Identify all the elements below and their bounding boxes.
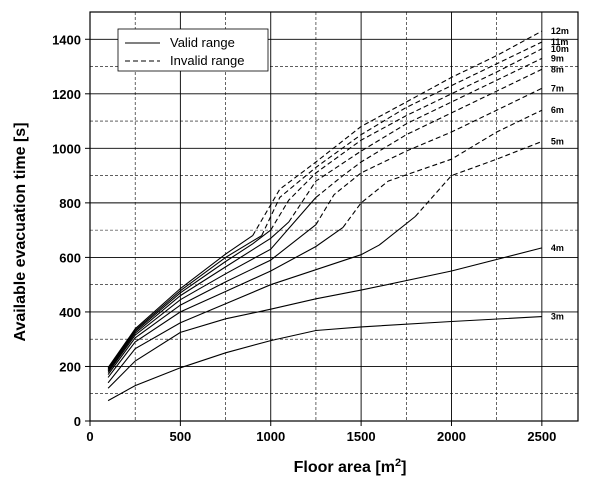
series-line-valid-5m [107,216,416,384]
x-tick-label: 1500 [347,429,376,444]
x-axis-title: Floor area [m2] [294,457,407,476]
x-tick-label: 1000 [256,429,285,444]
y-tick-label: 1200 [52,87,81,102]
x-tick-label: 0 [86,429,93,444]
series-line-valid-8m [107,197,317,373]
y-tick-label: 600 [59,250,81,265]
series-label-10m: 10m [551,44,569,54]
series-label-12m: 12m [551,26,569,36]
x-tick-label: 2500 [527,429,556,444]
y-tick-label: 0 [74,414,81,429]
series-label-7m: 7m [551,83,564,93]
series-line-invalid-9m [288,57,543,223]
x-tick-label: 500 [170,429,192,444]
series-line-invalid-12m [252,30,543,236]
axis-ticks: 0 500 1000 1500 2000 2500 0 200 400 600 800 1000 120… [52,32,556,444]
x-axis-title-superscript: 2 [395,457,401,469]
series-line-invalid-7m [315,87,543,225]
series-line-invalid-8m [315,68,543,198]
series-label-3m: 3m [551,312,564,322]
x-tick-label: 2000 [437,429,466,444]
y-tick-label: 200 [59,359,81,374]
y-tick-label: 800 [59,196,81,211]
legend: Valid range Invalid range [117,28,269,72]
series-line-valid-4m [107,247,543,389]
series-lines [107,30,543,402]
series-label-9m: 9m [551,53,564,63]
y-tick-label: 400 [59,305,81,320]
grid-lines [90,12,578,421]
plot-frame [89,11,579,422]
series-line-valid-3m [107,316,542,402]
series-line-invalid-11m [261,41,543,236]
legend-valid-label: Valid range [170,35,235,50]
series-label-8m: 8m [551,64,564,74]
y-axis-title: Available evacuation time [s] [12,122,29,341]
series-line-valid-7m [107,224,317,375]
series-label-5m: 5m [551,137,564,147]
series-line-valid-11m [107,235,262,369]
series-label-6m: 6m [551,105,564,115]
series-line-invalid-6m [342,109,543,228]
series-line-valid-10m [107,229,272,371]
y-tick-label: 1000 [52,141,81,156]
series-line-valid-9m [107,221,290,372]
series-label-4m: 4m [551,243,564,253]
legend-invalid-label: Invalid range [170,53,244,68]
series-line-invalid-10m [270,48,543,231]
legend-box [117,28,269,72]
series-label-11m: 11m [551,37,569,47]
series-line-invalid-5m [414,140,543,217]
series-line-valid-12m [107,235,254,368]
series-line-valid-6m [107,226,344,378]
y-tick-label: 1400 [52,32,81,47]
